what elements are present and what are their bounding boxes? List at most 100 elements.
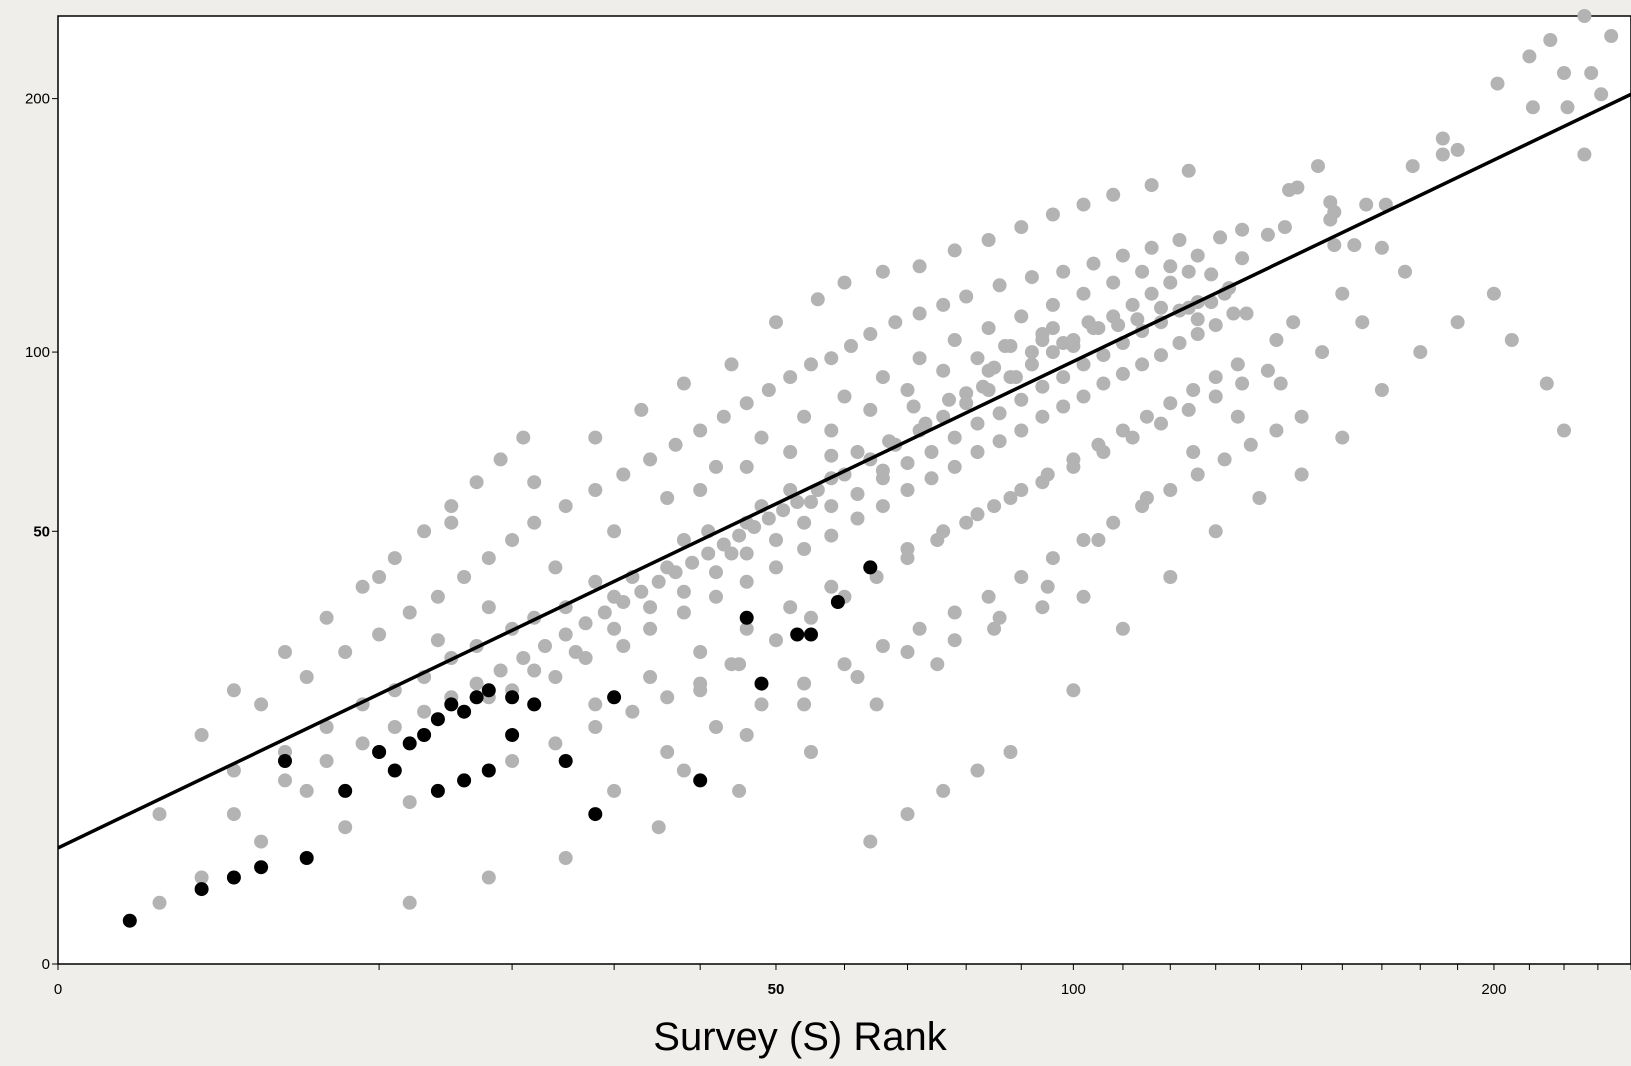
data-point-gray — [1294, 409, 1309, 424]
data-point-gray — [1413, 345, 1428, 360]
data-point-gray — [1186, 445, 1201, 459]
data-point-gray — [1003, 339, 1018, 353]
data-point-gray — [355, 736, 370, 751]
data-point-gray — [804, 357, 818, 372]
data-point-gray — [1003, 745, 1018, 759]
data-point-black — [505, 728, 520, 742]
data-point-gray — [1577, 9, 1592, 23]
data-point-gray — [1139, 409, 1154, 424]
data-point-gray — [676, 763, 691, 778]
data-point-gray — [194, 870, 209, 885]
data-point-black — [607, 690, 622, 705]
data-point-gray — [1096, 445, 1111, 459]
data-point-gray — [1035, 600, 1050, 615]
data-point-gray — [1327, 238, 1342, 253]
plot-area — [57, 15, 1631, 965]
data-point-gray — [1163, 396, 1178, 411]
data-point-gray — [900, 483, 915, 497]
data-point-gray — [1014, 423, 1029, 438]
data-point-gray — [981, 363, 996, 378]
data-point-gray — [1040, 579, 1055, 594]
data-point-gray — [643, 670, 658, 684]
data-point-gray — [505, 754, 520, 768]
data-point-gray — [372, 627, 387, 642]
data-point-gray — [850, 511, 865, 526]
data-point-gray — [739, 728, 754, 742]
data-point-gray — [1076, 389, 1091, 404]
data-point-gray — [1056, 370, 1071, 385]
data-point-gray — [900, 645, 915, 659]
data-point-gray — [992, 278, 1007, 293]
data-point-black — [830, 595, 845, 609]
data-point-gray — [481, 600, 496, 615]
data-point-black — [481, 683, 496, 698]
data-point-gray — [538, 639, 552, 653]
data-point-gray — [693, 645, 708, 659]
data-point-gray — [516, 430, 531, 445]
data-point-gray — [1204, 267, 1219, 282]
data-point-gray — [754, 430, 769, 445]
data-point-black — [457, 704, 472, 719]
data-point-gray — [493, 452, 508, 467]
data-point-black — [469, 690, 484, 705]
y-tick-label: 0 — [42, 956, 50, 973]
data-point-gray — [1378, 197, 1393, 212]
data-point-gray — [1208, 389, 1223, 404]
data-point-gray — [548, 736, 563, 751]
data-point-gray — [739, 396, 754, 411]
data-point-gray — [992, 406, 1007, 421]
data-point-gray — [1014, 483, 1029, 497]
data-point-gray — [797, 676, 812, 691]
data-point-gray — [1076, 533, 1091, 547]
data-point-gray — [588, 483, 603, 497]
data-point-gray — [402, 895, 417, 910]
data-point-gray — [1144, 240, 1159, 255]
data-point-gray — [1398, 264, 1412, 279]
data-point-black — [804, 627, 818, 642]
data-point-gray — [660, 491, 675, 505]
data-point-gray — [676, 376, 691, 391]
data-point-gray — [527, 515, 542, 530]
data-point-gray — [769, 560, 783, 575]
data-point-gray — [1239, 306, 1254, 321]
data-point-gray — [1450, 142, 1465, 157]
data-point-gray — [417, 524, 432, 539]
data-point-gray — [709, 589, 723, 604]
data-point-gray — [226, 807, 241, 822]
data-point-black — [194, 882, 209, 897]
data-point-gray — [548, 670, 563, 684]
data-point-gray — [616, 595, 631, 609]
data-point-gray — [797, 542, 812, 556]
data-point-gray — [1066, 333, 1081, 347]
data-point-gray — [936, 524, 951, 539]
data-point-gray — [319, 610, 334, 625]
data-point-gray — [469, 475, 484, 490]
data-point-gray — [1024, 357, 1039, 372]
data-point-gray — [548, 560, 563, 575]
data-point-gray — [797, 697, 812, 712]
data-point-gray — [912, 259, 927, 274]
data-point-gray — [1096, 348, 1111, 363]
x-tick-label: 50 — [768, 981, 785, 998]
data-point-gray — [676, 584, 691, 599]
data-point-gray — [930, 657, 945, 672]
data-point-gray — [1154, 416, 1168, 431]
data-point-gray — [299, 783, 314, 798]
data-point-gray — [769, 533, 783, 547]
data-point-gray — [936, 783, 951, 798]
data-point-gray — [869, 697, 884, 712]
data-point-gray — [1163, 275, 1178, 290]
data-point-black — [444, 697, 459, 712]
data-point-gray — [769, 315, 783, 330]
data-point-gray — [959, 396, 974, 411]
data-point-gray — [1181, 264, 1196, 279]
data-point-gray — [1086, 321, 1101, 336]
data-point-gray — [863, 327, 878, 341]
data-point-gray — [1374, 383, 1389, 397]
data-point-gray — [1543, 33, 1558, 47]
data-point-gray — [355, 579, 370, 594]
data-point-black — [387, 763, 402, 778]
data-point-gray — [1014, 392, 1029, 407]
data-point-gray — [651, 820, 666, 835]
